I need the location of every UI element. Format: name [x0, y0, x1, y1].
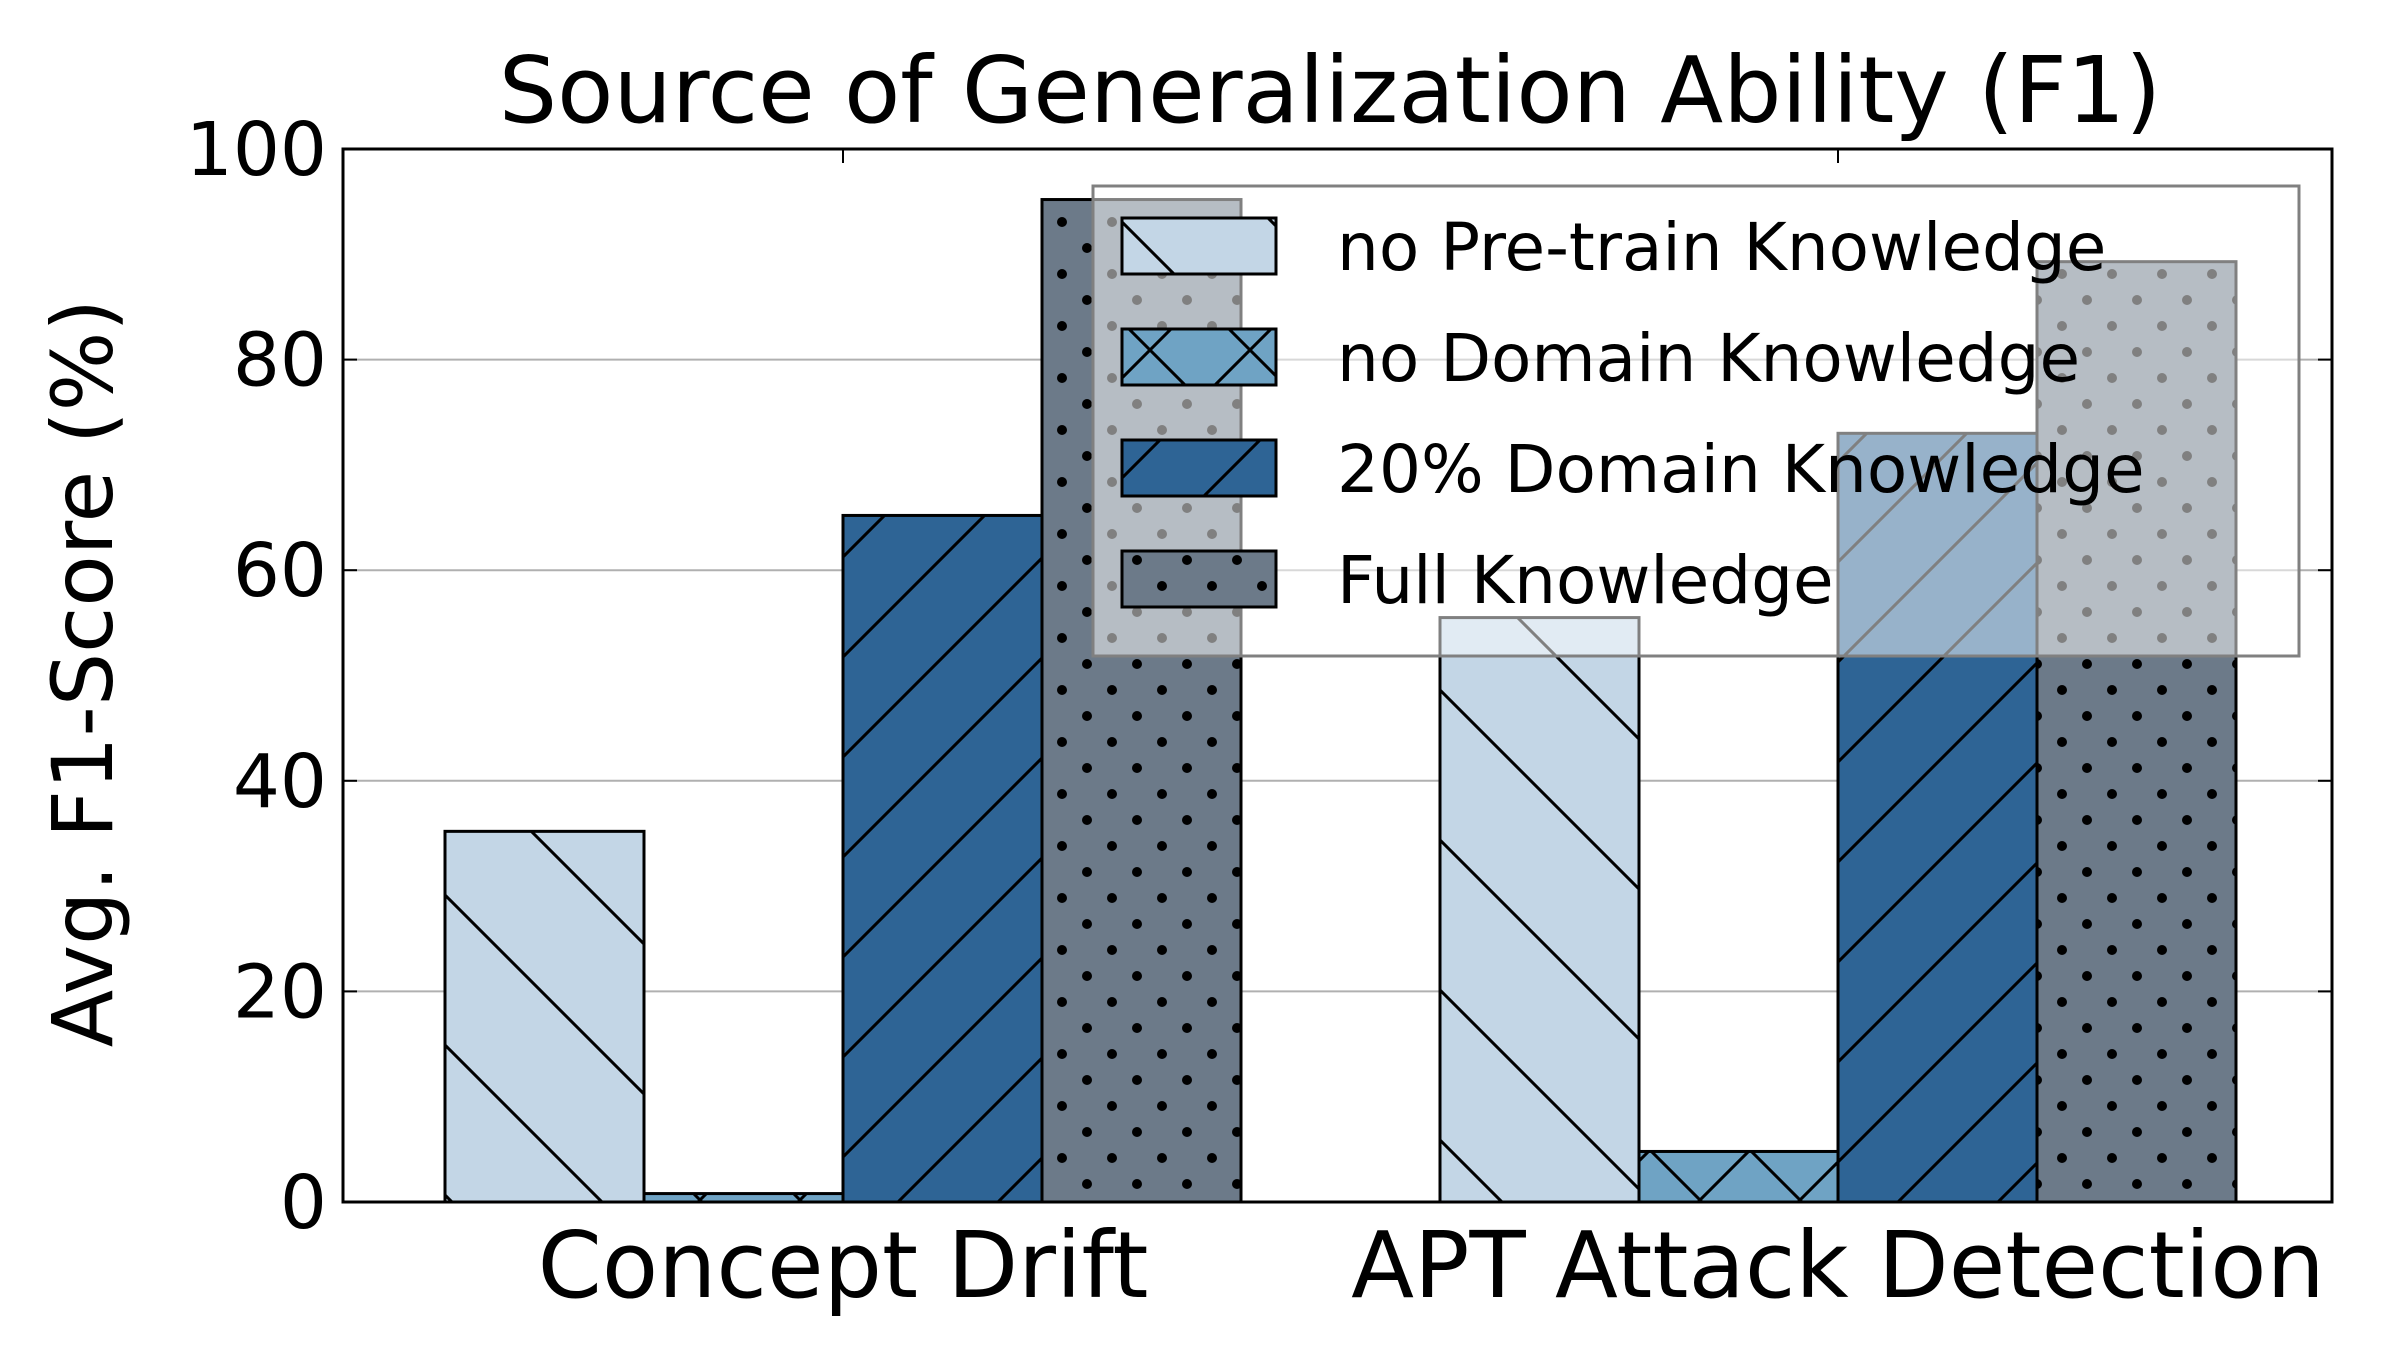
legend-swatch-outline [1120, 216, 1278, 276]
x-tick-label: Concept Drift [538, 1212, 1149, 1319]
y-axis-label: Avg. F1-Score (%) [34, 299, 132, 1047]
legend-label: Full Knowledge [1337, 542, 1834, 619]
y-tick-label: 80 [233, 318, 327, 404]
bar-outline [443, 829, 646, 1204]
x-tick-label: APT Attack Detection [1351, 1212, 2325, 1319]
chart-title: Source of Generalization Ability (F1) [499, 37, 2161, 144]
legend-swatch-outline [1120, 438, 1278, 498]
y-tick-label: 100 [186, 107, 327, 193]
y-tick-label: 0 [280, 1160, 327, 1246]
plot-frame [341, 147, 2334, 1204]
bar-outline [1637, 1149, 1840, 1204]
x-tick-labels: Concept Drift APT Attack Detection [538, 1212, 2325, 1319]
legend-label: 20% Domain Knowledge [1337, 431, 2145, 508]
y-tick-label: 60 [233, 528, 327, 614]
legend: no Pre-train Knowledge no Domain Knowledg… [1091, 184, 2301, 658]
legend-box [1091, 184, 2301, 658]
y-tick-labels: 0 20 40 60 80 100 [186, 107, 327, 1246]
bar-outline [841, 513, 1044, 1204]
legend-label: no Pre-train Knowledge [1337, 209, 2106, 286]
legend-label: no Domain Knowledge [1337, 320, 2080, 397]
legend-swatch-outline [1120, 327, 1278, 387]
bar-outline [1438, 616, 1641, 1204]
y-tick-label: 20 [233, 949, 327, 1035]
y-tick-label: 40 [233, 739, 327, 825]
legend-swatch-outline [1120, 549, 1278, 609]
